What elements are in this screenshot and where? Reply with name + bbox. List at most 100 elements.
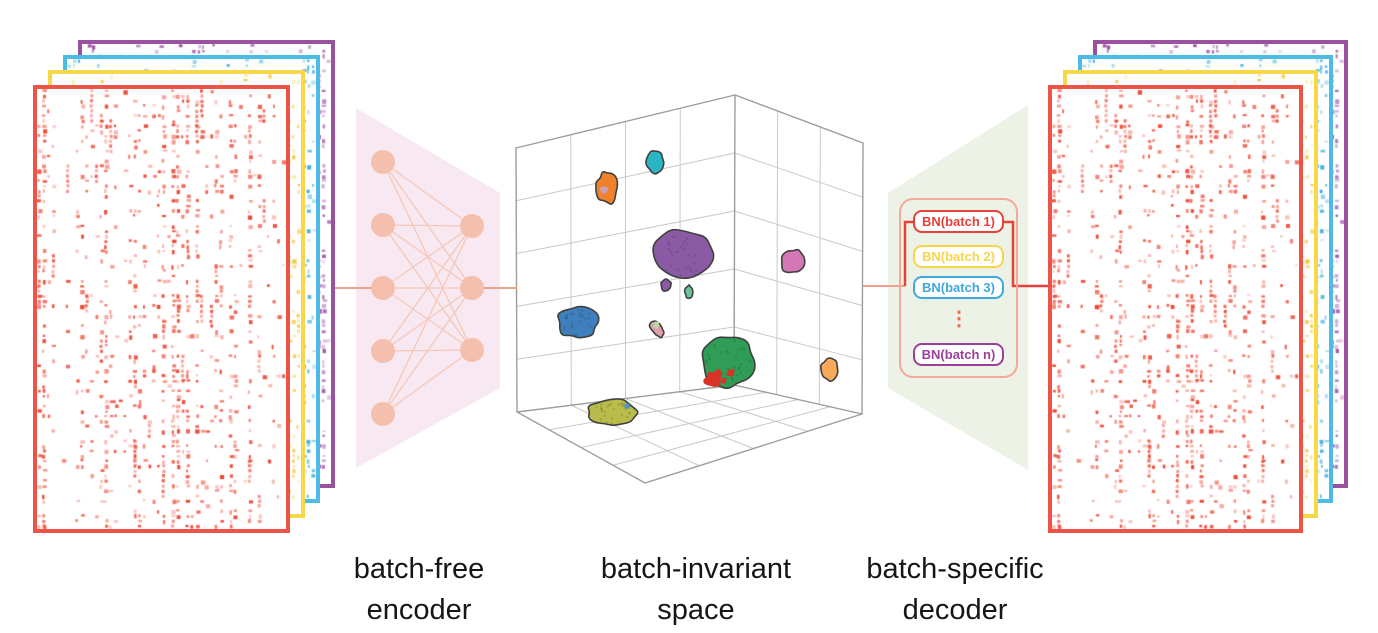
cluster-speckle — [725, 350, 728, 353]
cluster-speckle — [563, 325, 566, 328]
heatmap-canvas — [1052, 89, 1299, 529]
cluster-speckle — [628, 411, 631, 415]
cluster-speckle — [734, 355, 738, 358]
cluster-blob-teal-pill — [683, 284, 694, 300]
cluster-blob — [820, 357, 839, 383]
cluster-speckle — [726, 352, 730, 355]
cluster-speckle — [621, 402, 624, 406]
cluster-speckle — [571, 324, 574, 327]
cluster-speckle — [737, 368, 740, 371]
cluster-speckle — [599, 407, 603, 410]
latent-cube-grid — [734, 326, 863, 361]
cluster-speckle — [610, 421, 613, 425]
cluster-patch — [726, 368, 735, 377]
cluster-speckle — [571, 312, 574, 316]
cluster-speckle — [603, 414, 606, 417]
cluster-speckle — [565, 314, 568, 318]
cluster-blob — [645, 150, 665, 175]
cluster-speckle — [733, 366, 736, 369]
cluster-speckle — [575, 334, 578, 337]
cluster-blob-blue — [557, 305, 600, 339]
cluster-blob-duo-pill — [648, 320, 665, 339]
cluster-speckle — [679, 274, 682, 277]
cluster-speckle — [690, 270, 693, 273]
bn-batch-1-box: BN(batch 1) — [913, 210, 1004, 233]
cluster-speckle — [564, 317, 567, 320]
cluster-speckle — [581, 313, 585, 317]
latent-cube-grid — [516, 326, 735, 360]
cluster-speckle — [733, 340, 736, 343]
cluster-speckle — [683, 247, 686, 250]
latent-cube-grid — [516, 152, 735, 202]
cluster-blob-orange — [595, 171, 619, 205]
cluster-speckle — [713, 344, 716, 347]
cluster-speckle — [686, 237, 689, 240]
caption-batch-specific-decoder: batch-specific decoder — [866, 549, 1043, 631]
cluster-blob-purple — [652, 228, 715, 280]
cluster-blob — [587, 398, 639, 426]
cluster-speckle — [611, 417, 614, 420]
cluster-speckle — [743, 348, 746, 351]
cluster-blob — [683, 284, 694, 300]
cluster-speckle — [720, 351, 723, 354]
nn-edge — [382, 224, 473, 227]
cluster-blob-small-orange — [820, 357, 839, 383]
latent-cube-grid — [734, 210, 863, 252]
cluster-blob — [648, 320, 665, 339]
cluster-speckle — [676, 250, 679, 254]
cluster-speckle — [579, 312, 582, 315]
cluster-speckle — [705, 361, 709, 364]
cluster-speckle — [599, 403, 603, 407]
cluster-speckle — [565, 316, 568, 320]
cluster-speckle — [694, 254, 697, 257]
cluster-speckle — [669, 264, 672, 267]
nn-edge — [382, 225, 473, 415]
cluster-blob-magenta — [780, 248, 806, 274]
cluster-speckle — [708, 356, 711, 359]
latent-cube-grid — [580, 399, 799, 448]
cluster-speckle — [693, 262, 696, 265]
cluster-speckle — [573, 333, 576, 336]
cluster-speckle — [668, 248, 671, 251]
cluster-speckle — [668, 243, 671, 246]
cluster-speckle — [590, 325, 593, 329]
cluster-speckle — [686, 265, 690, 269]
nn-node — [460, 276, 484, 300]
cluster-speckle — [667, 241, 670, 244]
caption-line: batch-free — [353, 553, 485, 585]
cluster-blob-cyan — [645, 150, 665, 175]
caption-batch-invariant-space: batch-invariant space — [601, 549, 791, 631]
cluster-speckle — [601, 408, 604, 412]
cluster-speckle — [737, 348, 740, 351]
cluster-speckle — [584, 317, 587, 321]
cluster-speckle — [679, 246, 682, 249]
cluster-speckle — [669, 250, 673, 254]
cluster-speckle — [595, 406, 598, 409]
bn-bracket — [903, 220, 1048, 288]
bn-batch-1-label: BN(batch 1) — [922, 213, 995, 229]
cluster-speckle — [607, 403, 611, 407]
bn-batch-n-label: BN(batch n) — [921, 346, 996, 362]
caption-line: encoder — [366, 594, 472, 626]
nn-node — [460, 338, 484, 362]
cluster-speckle — [731, 378, 734, 382]
cluster-speckle — [587, 317, 591, 320]
cluster-speckle — [676, 268, 680, 272]
cluster-blob — [780, 248, 806, 274]
cluster-blob — [652, 228, 715, 280]
bn-batch-2-label: BN(batch 2) — [922, 248, 995, 264]
cluster-speckle — [566, 313, 569, 316]
nn-edge — [382, 225, 473, 352]
cluster-speckle — [708, 358, 711, 361]
cluster-speckle — [670, 254, 674, 258]
caption-line: decoder — [902, 594, 1008, 626]
heatmap-canvas — [37, 89, 286, 529]
cluster-patch — [624, 403, 631, 409]
input-batch-layer-red — [33, 85, 290, 533]
latent-cube-edge — [516, 384, 735, 413]
cluster-speckle — [706, 352, 710, 356]
nn-node — [371, 150, 395, 174]
latent-cube-grid — [776, 110, 779, 395]
nn-node — [460, 214, 484, 238]
